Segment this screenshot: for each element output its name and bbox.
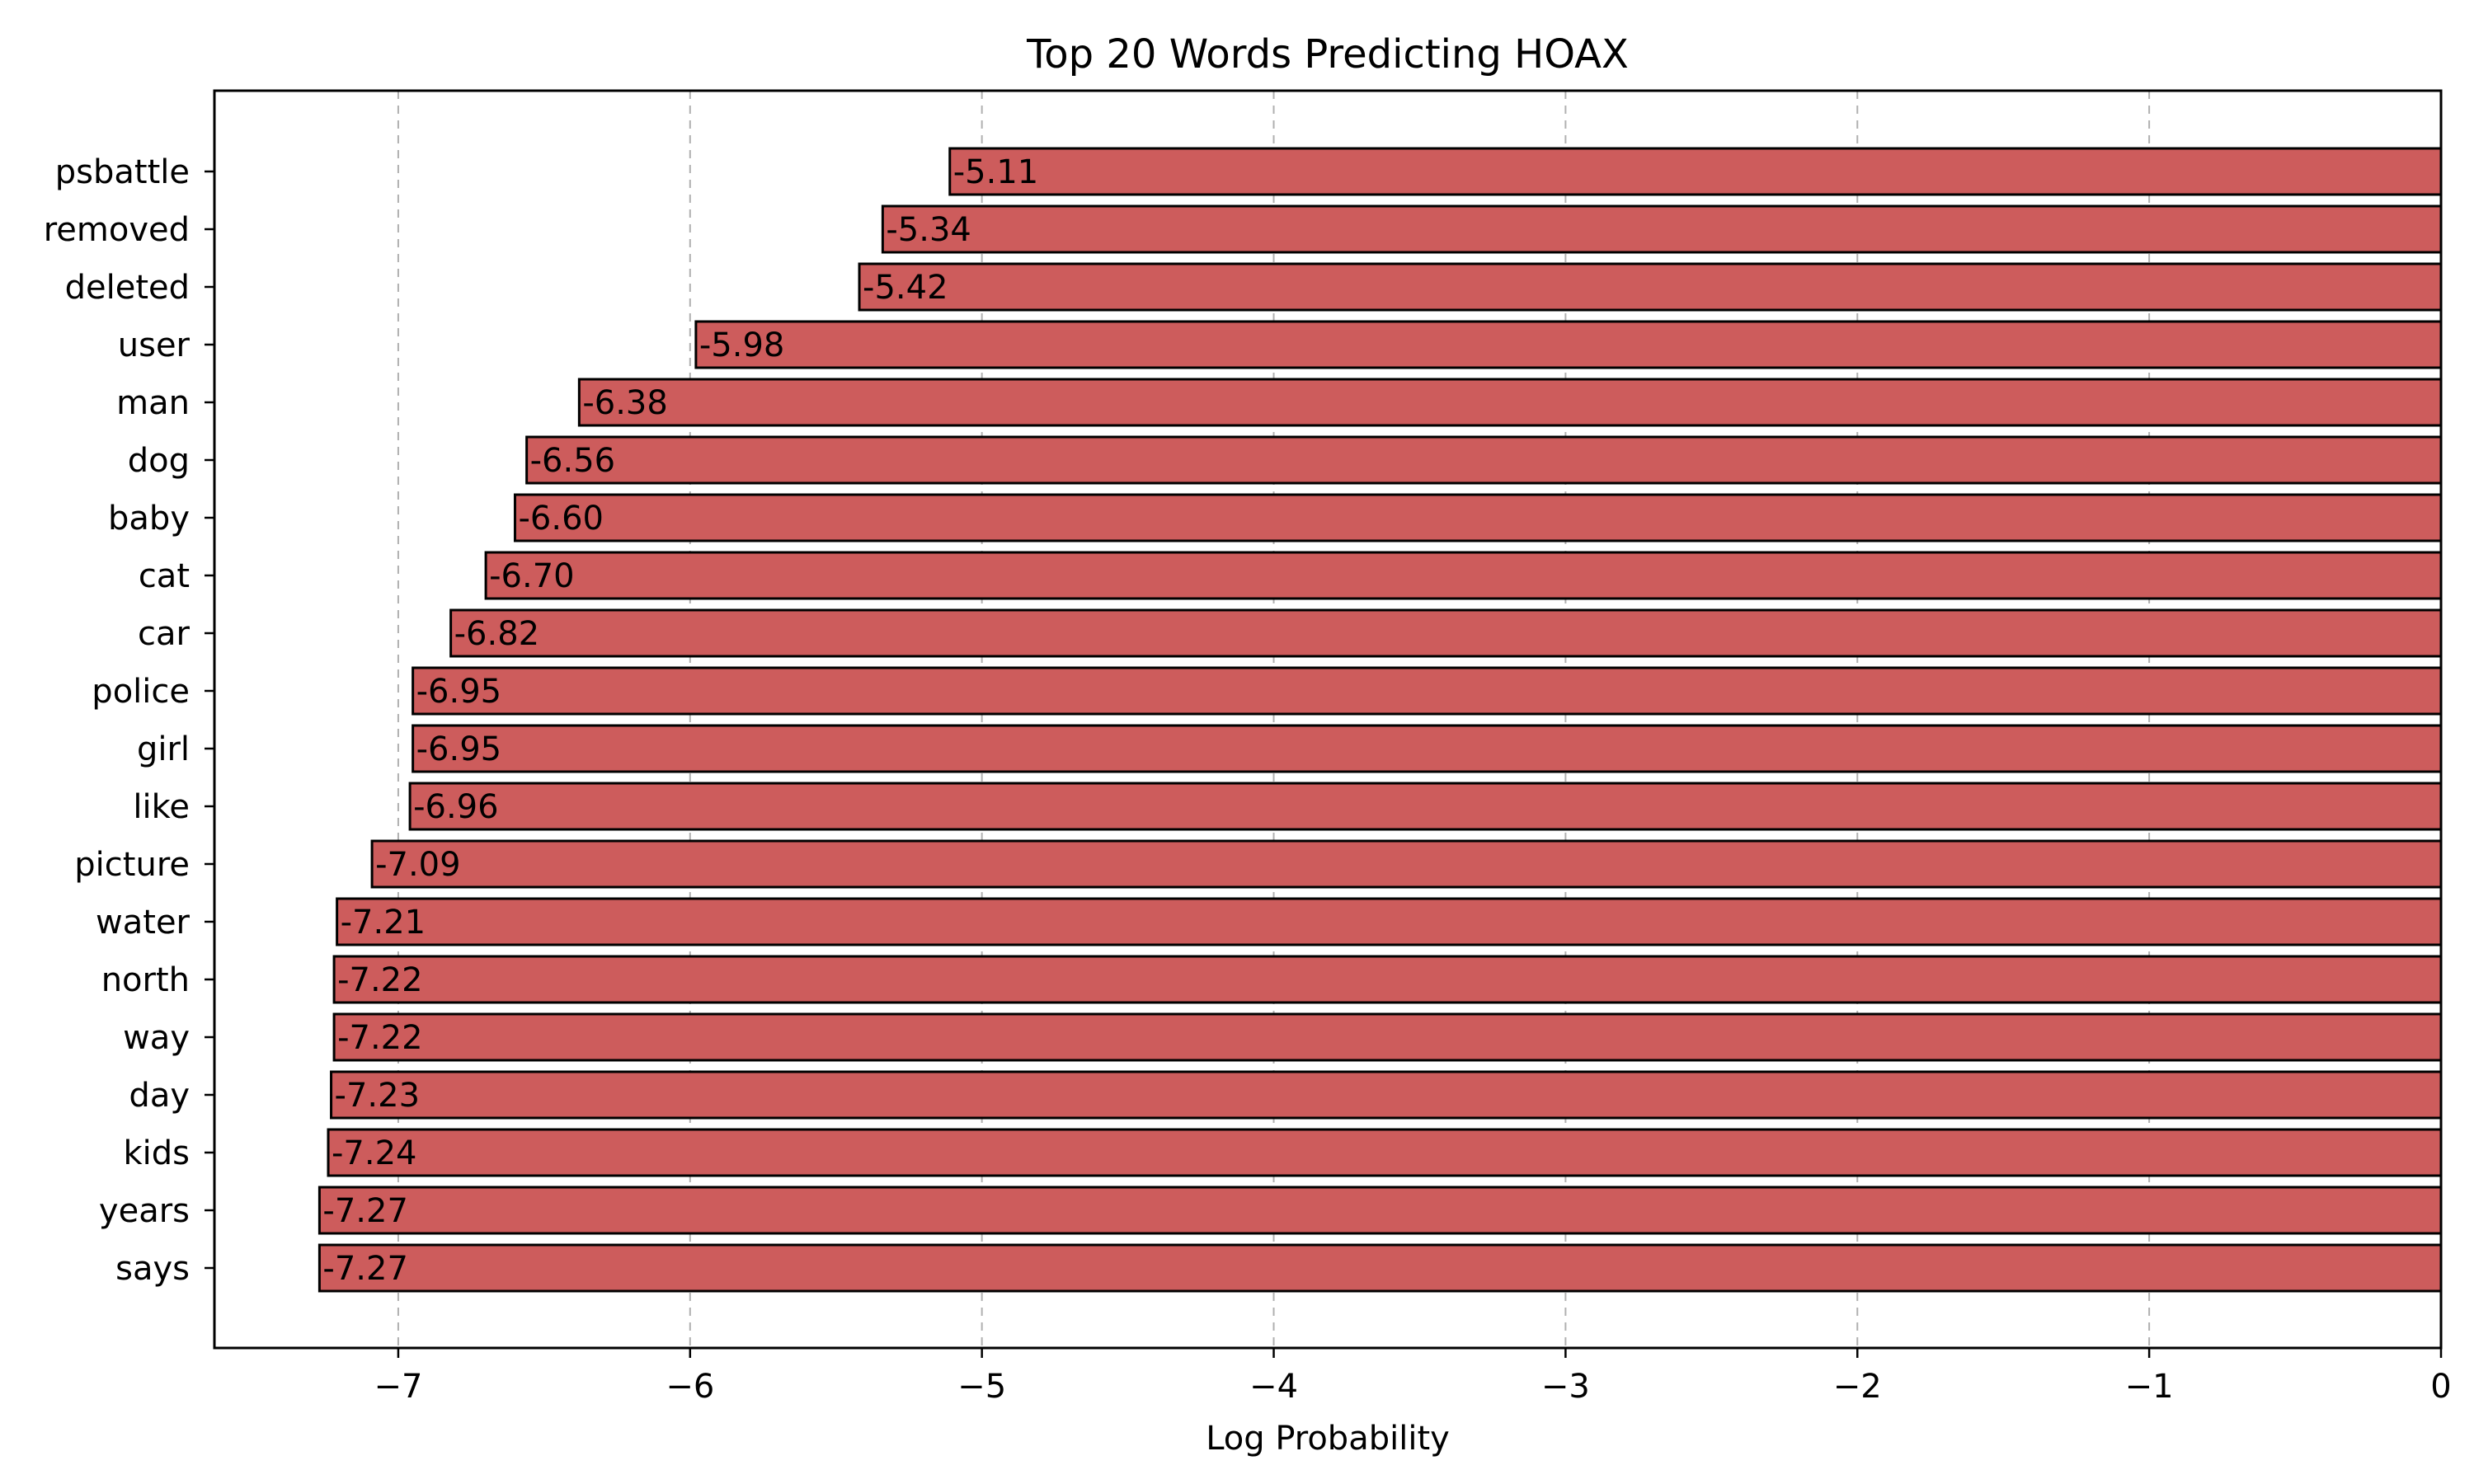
bar-years (319, 1187, 2441, 1233)
y-tick-label: years (99, 1192, 190, 1230)
value-label: -7.22 (337, 1019, 423, 1057)
bar-police (413, 668, 2441, 714)
bar-cat (486, 552, 2441, 599)
x-tick-label: −3 (1541, 1368, 1590, 1406)
x-tick-label: −5 (957, 1368, 1006, 1406)
bar-dog (527, 437, 2441, 483)
chart-title: Top 20 Words Predicting HOAX (1026, 31, 1629, 77)
value-label: -7.22 (337, 961, 423, 999)
y-tick-label: like (133, 788, 190, 826)
y-tick-label: girl (137, 730, 190, 768)
bar-picture (372, 841, 2441, 887)
y-tick-label: north (101, 961, 190, 999)
bar-way (334, 1014, 2441, 1060)
value-label: -6.38 (582, 384, 668, 422)
bar-man (579, 379, 2441, 425)
bar-day (332, 1072, 2441, 1118)
y-tick-label: deleted (65, 269, 190, 307)
x-tick-label: −4 (1249, 1368, 1298, 1406)
value-label: -6.95 (416, 673, 502, 711)
y-tick-label: baby (108, 500, 190, 538)
value-label: -7.09 (375, 846, 460, 884)
x-tick-label: −2 (1833, 1368, 1882, 1406)
value-label: -6.60 (518, 500, 604, 538)
value-label: -5.42 (863, 269, 948, 307)
bar-removed (882, 206, 2441, 252)
value-label: -5.34 (886, 211, 971, 249)
x-axis: −7 −6 −5 −4 −3 −2 −1 0 (374, 1348, 2451, 1406)
value-label: -7.21 (341, 904, 426, 942)
value-label: -7.24 (332, 1134, 417, 1172)
y-tick-label: picture (74, 846, 190, 884)
value-label: -6.82 (454, 615, 540, 653)
y-tick-label: says (115, 1250, 190, 1288)
y-tick-label: kids (123, 1134, 190, 1172)
bar-user (696, 322, 2441, 368)
bar-like (410, 783, 2441, 829)
bar-north (334, 956, 2441, 1003)
bar-kids (328, 1129, 2441, 1176)
y-tick-label: psbattle (55, 153, 190, 191)
y-axis: psbattle removed deleted user man dog baby cat c… (44, 153, 214, 1288)
y-tick-label: water (96, 904, 190, 942)
y-tick-label: car (138, 615, 190, 653)
value-label: -7.23 (335, 1077, 421, 1115)
bar-car (451, 610, 2441, 656)
y-tick-label: cat (139, 557, 190, 595)
x-axis-label: Log Probability (1206, 1420, 1450, 1458)
x-tick-label: 0 (2430, 1368, 2451, 1406)
bar-water (337, 899, 2441, 945)
value-label: -7.27 (322, 1250, 408, 1288)
bar-baby (515, 495, 2441, 541)
bars (319, 148, 2441, 1291)
y-tick-label: man (116, 384, 190, 422)
value-label: -7.27 (322, 1192, 408, 1230)
bar-says (319, 1245, 2441, 1291)
bar-girl (413, 726, 2441, 772)
x-tick-label: −6 (666, 1368, 714, 1406)
y-tick-label: dog (128, 442, 190, 480)
y-tick-label: removed (44, 211, 190, 249)
value-label: -6.70 (489, 557, 575, 595)
value-label: -5.98 (699, 326, 785, 364)
y-tick-label: user (118, 326, 190, 364)
value-label: -6.96 (413, 788, 499, 826)
bar-deleted (859, 264, 2441, 310)
value-label: -5.11 (953, 153, 1039, 191)
value-label: -6.56 (530, 442, 616, 480)
y-tick-label: day (129, 1077, 190, 1115)
y-tick-label: way (123, 1019, 190, 1057)
y-tick-label: police (92, 673, 190, 711)
value-label: -6.95 (416, 730, 502, 768)
x-tick-label: −7 (374, 1368, 422, 1406)
bar-psbattle (950, 148, 2441, 195)
x-tick-label: −1 (2125, 1368, 2174, 1406)
